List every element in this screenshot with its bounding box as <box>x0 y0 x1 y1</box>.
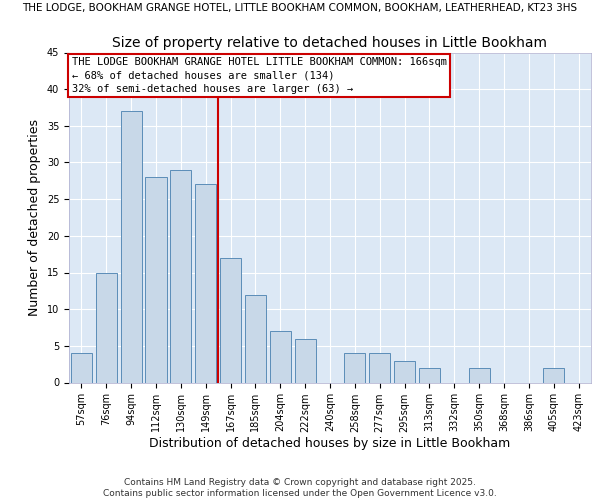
Text: Contains HM Land Registry data © Crown copyright and database right 2025.
Contai: Contains HM Land Registry data © Crown c… <box>103 478 497 498</box>
Text: THE LODGE, BOOKHAM GRANGE HOTEL, LITTLE BOOKHAM COMMON, BOOKHAM, LEATHERHEAD, KT: THE LODGE, BOOKHAM GRANGE HOTEL, LITTLE … <box>22 2 578 12</box>
Text: THE LODGE BOOKHAM GRANGE HOTEL LITTLE BOOKHAM COMMON: 166sqm
← 68% of detached h: THE LODGE BOOKHAM GRANGE HOTEL LITTLE BO… <box>71 58 446 94</box>
X-axis label: Distribution of detached houses by size in Little Bookham: Distribution of detached houses by size … <box>149 438 511 450</box>
Bar <box>270 331 291 382</box>
Y-axis label: Number of detached properties: Number of detached properties <box>28 119 41 316</box>
Bar <box>419 368 440 382</box>
Bar <box>543 368 564 382</box>
Bar <box>344 353 365 382</box>
Bar <box>245 294 266 382</box>
Bar <box>121 111 142 382</box>
Bar <box>71 353 92 382</box>
Bar <box>96 272 117 382</box>
Bar <box>195 184 216 382</box>
Title: Size of property relative to detached houses in Little Bookham: Size of property relative to detached ho… <box>113 36 548 50</box>
Bar <box>394 360 415 382</box>
Bar <box>145 177 167 382</box>
Bar <box>469 368 490 382</box>
Bar <box>170 170 191 382</box>
Bar <box>220 258 241 382</box>
Bar <box>295 338 316 382</box>
Bar <box>369 353 390 382</box>
